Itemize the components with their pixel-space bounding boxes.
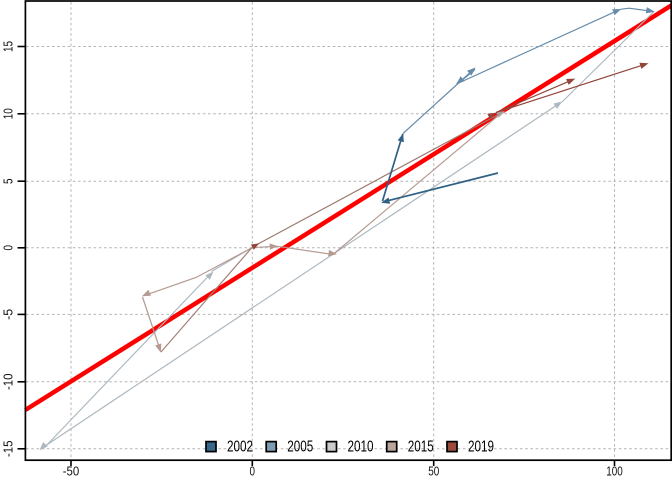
svg-text:2002: 2002: [227, 439, 253, 456]
svg-text:0: 0: [1, 245, 15, 251]
svg-text:-5: -5: [1, 309, 15, 320]
svg-text:5: 5: [1, 178, 15, 184]
svg-text:-50: -50: [63, 465, 80, 479]
svg-text:100: 100: [606, 465, 623, 479]
svg-text:50: 50: [428, 465, 439, 479]
svg-text:2010: 2010: [348, 439, 374, 456]
svg-text:-15: -15: [1, 441, 15, 458]
svg-text:0: 0: [250, 465, 256, 479]
svg-text:-10: -10: [1, 374, 15, 391]
svg-text:2019: 2019: [468, 439, 494, 456]
svg-text:2005: 2005: [287, 439, 313, 456]
svg-text:10: 10: [1, 108, 15, 119]
svg-text:2015: 2015: [408, 439, 434, 456]
svg-text:15: 15: [1, 41, 15, 52]
